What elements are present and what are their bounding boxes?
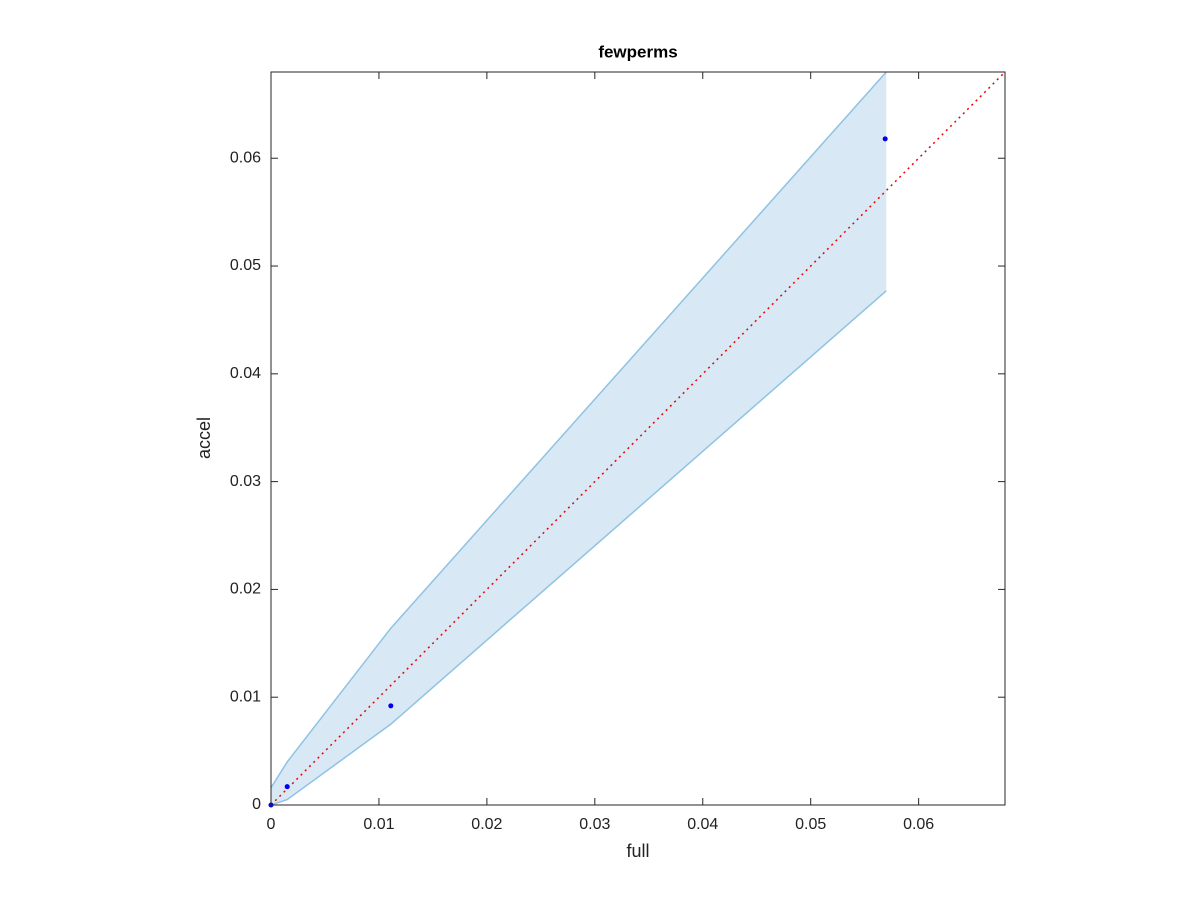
y-tick-label: 0.06	[230, 149, 261, 166]
x-tick-label: 0.06	[903, 816, 934, 833]
y-tick-label: 0.03	[230, 473, 261, 490]
y-tick-label: 0.02	[230, 581, 261, 598]
x-tick-label: 0	[267, 816, 276, 833]
x-tick-label: 0.01	[363, 816, 394, 833]
point	[882, 136, 888, 142]
x-axis-label: full	[626, 841, 649, 861]
x-tick-label: 0.04	[687, 816, 718, 833]
x-tick-label: 0.02	[471, 816, 502, 833]
chart-title: fewperms	[598, 42, 677, 61]
band-fill	[271, 72, 887, 805]
band-upper-edge	[270, 71, 887, 789]
band-lower-edge	[270, 290, 887, 806]
y-tick-label: 0.05	[230, 257, 261, 274]
y-tick-label: 0.04	[230, 365, 261, 382]
y-tick-label: 0.01	[230, 688, 261, 705]
y-tick-label: 0	[252, 796, 261, 813]
reference-line	[270, 71, 1006, 806]
axes-box	[270, 71, 1006, 806]
point	[388, 703, 394, 709]
point	[284, 784, 290, 790]
x-tick-label: 0.05	[795, 816, 826, 833]
y-axis-label: accel	[194, 417, 214, 459]
x-tick-label: 0.03	[579, 816, 610, 833]
